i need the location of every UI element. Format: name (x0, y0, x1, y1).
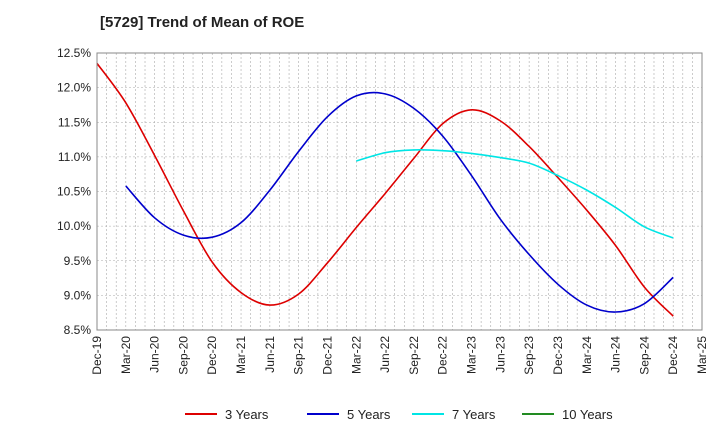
grid-lines (97, 53, 702, 330)
x-tick-label: Mar-24 (580, 336, 594, 374)
x-tick-label: Sep-23 (522, 336, 536, 375)
y-tick-label: 9.0% (64, 288, 92, 302)
x-tick-label: Sep-22 (407, 336, 421, 375)
y-axis-ticks: 12.5% 12.0% 11.5% 11.0% 10.5% 10.0% 9.5% 9.0% 8.… (57, 46, 91, 337)
y-tick-label: 10.5% (57, 185, 91, 199)
x-tick-label: Dec-23 (551, 336, 565, 375)
x-tick-label: Dec-21 (320, 336, 334, 375)
x-tick-label: Jun-20 (148, 336, 162, 373)
y-tick-label: 9.5% (64, 254, 92, 268)
x-tick-label: Mar-23 (465, 336, 479, 374)
y-tick-label: 12.5% (57, 46, 91, 60)
x-tick-label: Dec-22 (436, 336, 450, 375)
x-tick-label: Jun-23 (493, 336, 507, 373)
plot-frame (96, 52, 703, 331)
x-tick-label: Jun-24 (609, 336, 623, 373)
x-tick-label: Mar-22 (349, 336, 363, 374)
legend-label: 7 Years (452, 407, 496, 422)
x-tick-label: Mar-20 (119, 336, 133, 374)
x-tick-label: Mar-25 (695, 336, 709, 374)
legend-label: 10 Years (562, 407, 613, 422)
chart-title: [5729] Trend of Mean of ROE (100, 14, 305, 31)
series-line-7-years (356, 149, 674, 239)
x-tick-label: Jun-22 (378, 336, 392, 373)
series-line-5-years (125, 91, 674, 313)
series-line-3-years (96, 62, 674, 317)
y-tick-label: 11.0% (58, 150, 91, 164)
x-tick-label: Dec-19 (90, 336, 104, 375)
y-tick-label: 8.5% (64, 323, 92, 337)
x-tick-label: Sep-24 (637, 336, 651, 375)
y-tick-label: 11.5% (58, 115, 91, 129)
x-tick-label: Sep-21 (292, 336, 306, 375)
x-tick-label: Sep-20 (176, 336, 190, 375)
legend-label: 5 Years (347, 407, 391, 422)
legend-label: 3 Years (225, 407, 269, 422)
y-tick-label: 10.0% (57, 219, 91, 233)
series-lines (96, 62, 674, 317)
x-tick-label: Jun-21 (263, 336, 277, 373)
legend: 3 Years 5 Years 7 Years 10 Years (185, 407, 613, 422)
x-tick-label: Mar-21 (234, 336, 248, 374)
y-tick-label: 12.0% (57, 81, 91, 95)
x-tick-label: Dec-20 (205, 336, 219, 375)
x-tick-label: Dec-24 (666, 336, 680, 375)
x-axis-ticks: Dec-19 Mar-20 Jun-20 Sep-20 Dec-20 Mar-21 Jun-… (90, 336, 709, 375)
